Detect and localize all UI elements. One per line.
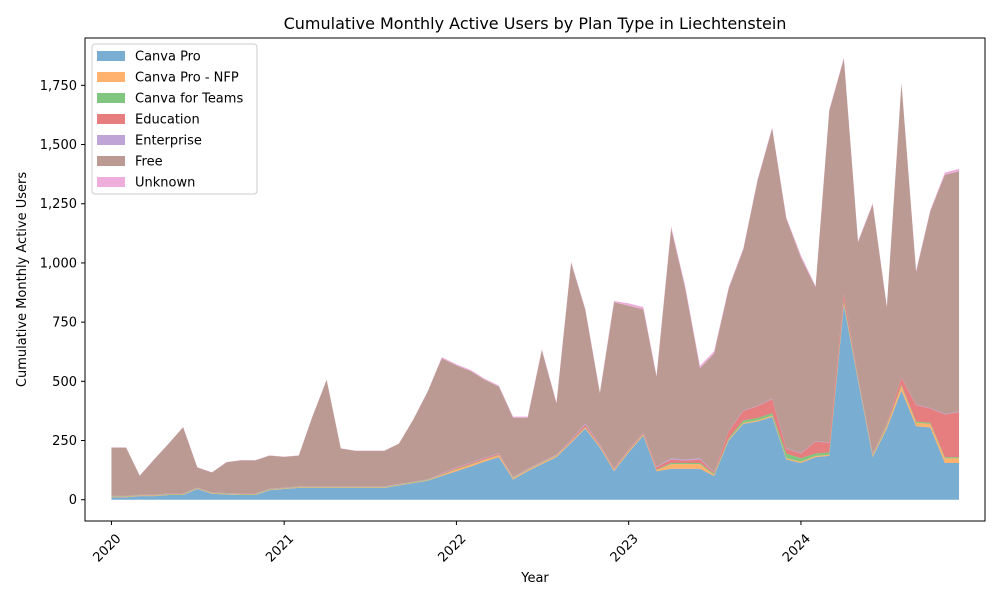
y-tick-label: 1,000 [40, 256, 77, 271]
chart-title: Cumulative Monthly Active Users by Plan … [284, 14, 787, 33]
legend-label: Education [135, 113, 200, 128]
y-tick-label: 750 [52, 316, 77, 331]
y-tick-label: 1,250 [40, 197, 77, 212]
y-axis-label: Cumulative Monthly Active Users [15, 172, 30, 387]
legend-swatch [97, 114, 125, 124]
y-tick-label: 1,750 [40, 79, 77, 94]
x-axis-label: Year [520, 571, 549, 586]
y-tick-label: 250 [52, 434, 77, 449]
legend-label: Free [135, 155, 163, 170]
legend-swatch [97, 72, 125, 82]
x-tick-label: 2023 [608, 531, 642, 565]
legend-label: Canva for Teams [135, 92, 243, 107]
legend: Canva Pro Canva Pro - NFP Canva for Teams E… [91, 43, 258, 195]
x-tick-label: 2024 [780, 531, 814, 565]
x-axis: 2020 2021 2022 2023 2024 [90, 521, 814, 565]
y-tick-label: 0 [69, 493, 77, 508]
legend-swatch [97, 156, 125, 166]
legend-label: Enterprise [135, 134, 202, 149]
y-axis: 0 250 500 750 1,000 1,250 1,500 1,750 [40, 79, 85, 508]
legend-swatch [97, 93, 125, 103]
x-tick-label: 2021 [263, 531, 297, 565]
legend-label: Unknown [135, 176, 195, 191]
y-tick-label: 500 [52, 375, 77, 390]
legend-swatch [97, 135, 125, 145]
x-tick-label: 2022 [435, 531, 469, 565]
legend-swatch [97, 177, 125, 187]
legend-box [91, 43, 258, 195]
legend-label: Canva Pro [135, 50, 201, 65]
area-series-free [111, 58, 960, 496]
areas-layer [111, 57, 960, 500]
plot-frame [84, 37, 986, 522]
legend-swatch [97, 51, 125, 61]
legend-label: Canva Pro - NFP [135, 71, 239, 86]
x-tick-label: 2020 [90, 531, 124, 565]
area-series-canva-pro [111, 305, 960, 500]
y-tick-label: 1,500 [40, 138, 77, 153]
